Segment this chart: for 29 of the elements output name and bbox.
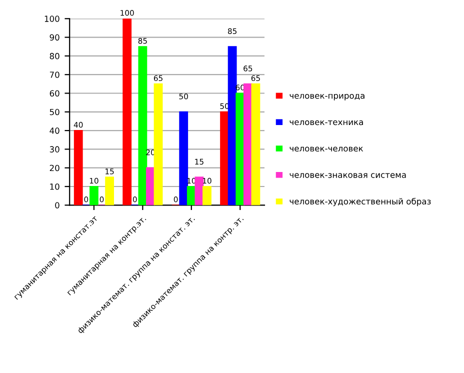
- legend-label: человек-техника: [290, 120, 363, 126]
- bar: [154, 83, 163, 206]
- y-tick-label: 80: [50, 52, 60, 60]
- legend-label: человек-природа: [290, 94, 364, 100]
- y-tick-label: 30: [50, 146, 60, 152]
- y-tick-label: 0: [55, 202, 60, 208]
- bar: [90, 186, 98, 206]
- y-tick-label: 10: [50, 183, 60, 190]
- bar: [194, 176, 204, 206]
- bar: [138, 46, 148, 206]
- bar: [74, 130, 83, 206]
- bar: [122, 18, 132, 206]
- y-tick-label: 20: [50, 164, 60, 172]
- y-tick-label: 70: [50, 72, 60, 78]
- y-tick-label: 50: [50, 108, 60, 116]
- legend-label: человек-знаковая система: [290, 173, 406, 178]
- y-tick-label: 40: [50, 128, 60, 134]
- y-tick-label: 100: [44, 16, 60, 22]
- bar: [236, 92, 245, 206]
- legend-label: человек-человек: [290, 146, 364, 152]
- bar: [202, 186, 212, 206]
- y-tick-label: 60: [50, 90, 60, 97]
- legend-label: человек-художественный образ: [290, 198, 431, 206]
- y-tick-label: 90: [50, 34, 60, 41]
- bar: [179, 111, 188, 206]
- bar: [251, 83, 260, 206]
- bar: [105, 176, 114, 206]
- bar: [220, 111, 229, 206]
- bar: [243, 83, 252, 206]
